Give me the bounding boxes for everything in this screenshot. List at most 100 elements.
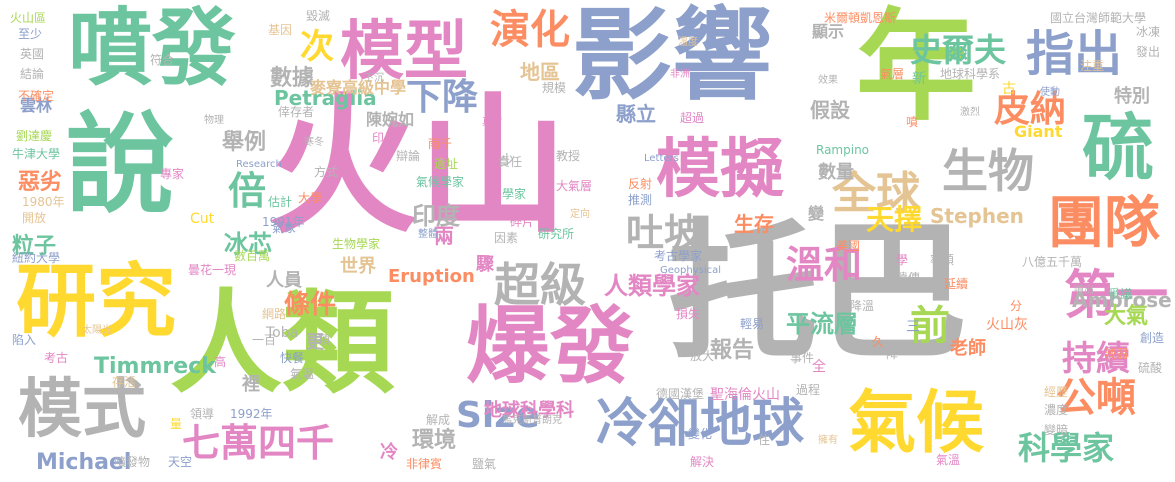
word-cjk-168: 辯論 — [396, 149, 421, 163]
word-toba: Toba — [266, 325, 299, 341]
word-cjk-53: 雲林 — [20, 96, 53, 115]
word-cjk-54: 麥寮高級中學 — [310, 78, 407, 97]
word-cjk-3: 影響 — [572, 0, 772, 114]
word-cjk-13: 冷卻地球 — [596, 394, 805, 454]
word-cjk-186: 量 — [170, 417, 183, 431]
word-cjk-123: 專家 — [160, 167, 185, 181]
word-cjk-144: 遺傳 — [896, 271, 921, 285]
word-cjk-118: 規模 — [542, 81, 567, 95]
word-cjk-63: 陳婉如 — [366, 110, 415, 129]
word-letters: Letters — [644, 153, 679, 164]
word-cjk-141: 爭議 — [1108, 287, 1133, 301]
word-cjk-55: 生存 — [734, 212, 774, 236]
word-cjk-124: 方式 — [314, 165, 339, 179]
word-cjk-114: 基因 — [268, 23, 293, 37]
word-cjk-69: 裡 — [242, 374, 260, 395]
word-cjk-149: 降溫 — [850, 299, 875, 313]
word-cjk-161: 推測 — [628, 193, 653, 207]
word-cjk-193: 噴 — [906, 115, 919, 129]
word-1992: 1992年 — [230, 407, 273, 421]
word-cjk-152: 變暗 — [1044, 423, 1069, 437]
word-cjk-4: 說 — [66, 103, 175, 228]
word-cjk-64: 地球科學科 — [484, 400, 574, 421]
word-michael: Michael — [36, 450, 132, 475]
word-cjk-2: 人類 — [170, 279, 394, 409]
word-cjk-185: 高 — [214, 355, 227, 369]
word-cjk-173: 氣溫 — [936, 453, 961, 467]
word-1991: 1991年 — [262, 215, 305, 229]
word-cjk-51: 粒子 — [12, 234, 57, 259]
word-cjk-139: 過程 — [796, 383, 821, 397]
word-cjk-48: 大氣 — [1104, 304, 1149, 329]
word-cjk-21: 全球 — [832, 168, 920, 219]
word-cjk-84: 不確定 — [18, 89, 55, 103]
word-cjk-119: 教授 — [556, 149, 581, 163]
word-cjk-154: 氣層 — [880, 67, 905, 81]
word-cjk-172: 溫度 — [678, 37, 698, 48]
word-cjk-29: 倍 — [228, 169, 267, 213]
word-size: Size — [456, 395, 540, 436]
word-cjk-19: 超級 — [494, 258, 586, 312]
word-cjk-81: 英國 — [20, 47, 45, 61]
word-cjk-143: 延續 — [944, 277, 969, 291]
word-cjk-160: 反射 — [628, 177, 653, 191]
word-cjk-104: 生物學家 — [332, 237, 381, 251]
word-cjk-178: 大學 — [298, 191, 323, 205]
word-cjk-76: 米爾頓凱恩斯 — [824, 11, 897, 25]
word-cjk-126: 氣象 — [272, 221, 297, 235]
word-cjk-11: 模式 — [18, 373, 146, 447]
word-cjk-182: 古 — [1002, 81, 1016, 97]
word-petraglia: Petraglia — [274, 86, 377, 110]
word-cjk-115: 符合 — [150, 53, 175, 67]
word-cjk-189: 久 — [872, 335, 885, 349]
word-cjk-151: 濃度 — [1044, 403, 1069, 417]
word-cjk-167: 寒冬 — [304, 137, 324, 148]
word-cjk-107: 聖海倫火山 — [710, 387, 780, 403]
word-cjk-184: 三 — [906, 319, 920, 335]
word-timmreck: Timmreck — [94, 354, 216, 379]
word-cjk-181: 新 — [912, 71, 926, 87]
word-cjk-88: 開放 — [22, 211, 47, 225]
word-cjk-108: 八億五千萬 — [1022, 255, 1083, 269]
word-cjk-31: 持續 — [1062, 339, 1130, 379]
word-research: Research — [236, 159, 282, 170]
word-cjk-86: 牛津大學 — [12, 147, 61, 161]
word-cjk-77: 國立台灣師範大學 — [1050, 11, 1147, 25]
word-cjk-165: 使動 — [1040, 87, 1060, 98]
word-cjk-105: 天空 — [168, 455, 193, 469]
word-1980: 1980年 — [22, 195, 65, 209]
word-cjk-68: 更 — [306, 332, 324, 353]
word-cjk-24: 演化 — [490, 7, 570, 53]
word-cjk-67: 驟 — [476, 254, 494, 275]
word-giant: Giant — [1014, 122, 1063, 141]
word-cjk-39: 平流層 — [786, 310, 858, 338]
word-cjk-38: 人類學家 — [604, 272, 700, 300]
word-cjk-50: 環境 — [412, 428, 457, 453]
word-cjk-102: 研究所 — [538, 227, 575, 241]
word-cjk-174: 解決 — [690, 455, 715, 469]
word-cjk-60: 世界 — [340, 256, 376, 277]
word-cjk-136: 碎片 — [510, 215, 535, 229]
word-cjk-180: 少 — [500, 153, 514, 169]
word-cjk-18: 指出 — [1026, 26, 1123, 82]
word-cjk-140: 減弱 — [1104, 347, 1129, 361]
word-cjk-28: 吐坡 — [626, 211, 703, 255]
word-cjk-106: 德國漢堡 — [656, 387, 705, 401]
word-cjk-120: 責任 — [498, 155, 523, 169]
word-cjk-163: 發出 — [1136, 45, 1161, 59]
word-cjk-65: 縣立 — [616, 102, 656, 126]
word-cjk-130: 氣溫 — [290, 367, 315, 381]
word-cjk-6: 噴發 — [68, 0, 237, 97]
word-cjk-122: 印尼 — [372, 131, 397, 145]
word-cjk-125: 估計 — [268, 195, 293, 209]
word-cjk-137: 因素 — [494, 231, 519, 245]
word-cjk-170: 雨千 — [428, 137, 453, 151]
word-cjk-111: 大氣層 — [556, 179, 593, 193]
word-cjk-9: 模型 — [340, 15, 468, 89]
word-cjk-83: 至少 — [18, 27, 43, 41]
word-cjk-56: 地區 — [520, 60, 560, 84]
word-cjk-16: 第一 — [1064, 266, 1169, 326]
word-cjk-169: 真實 — [482, 117, 502, 128]
word-cjk-14: 硫 — [1082, 106, 1155, 190]
word-cjk-150: 經歷 — [1044, 385, 1069, 399]
